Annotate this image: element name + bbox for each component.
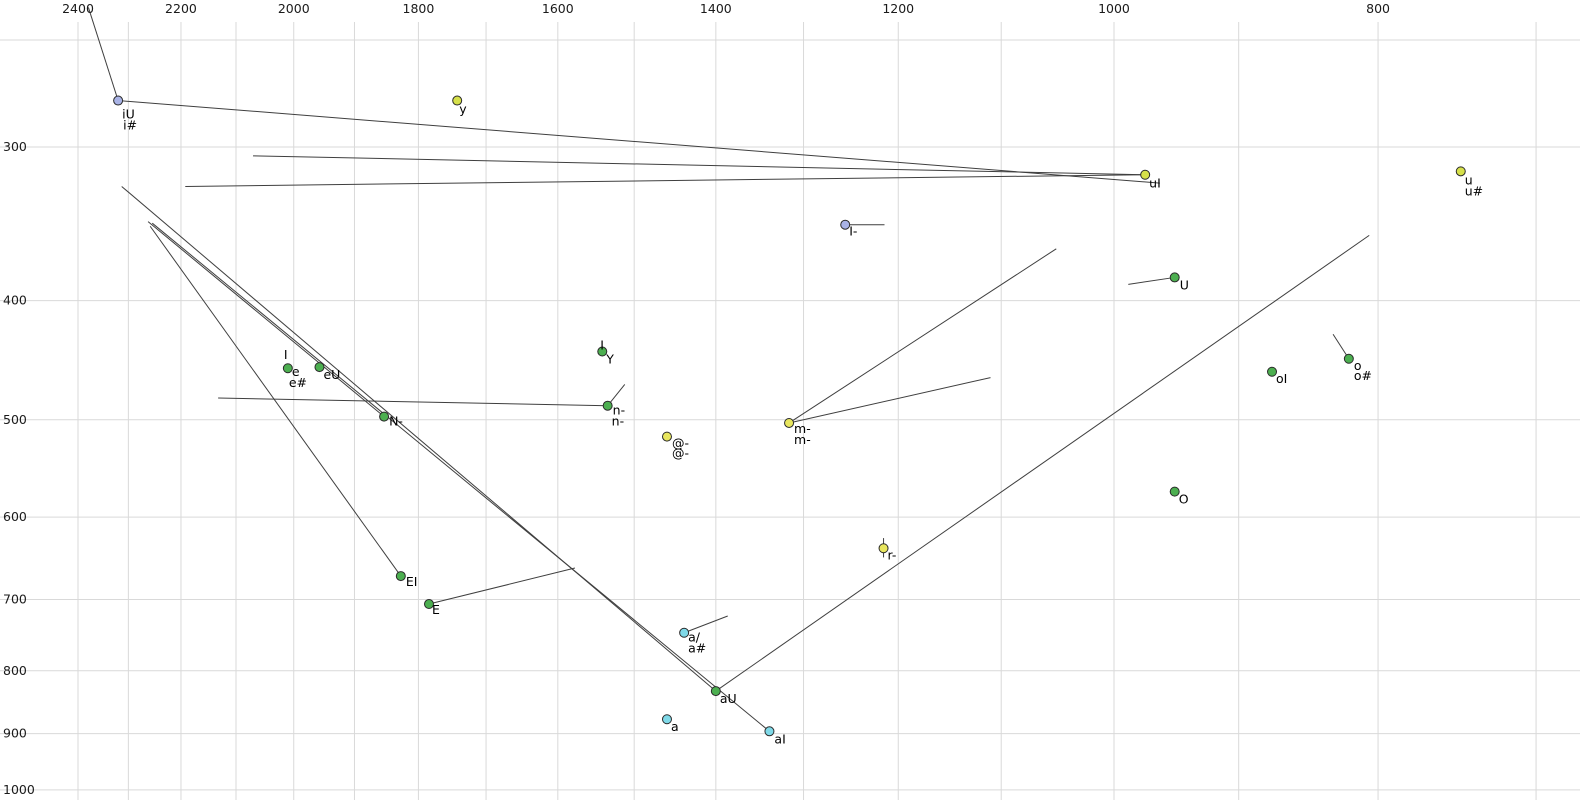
- point-labels: iUi#yuI uu#I-UIee#eUIYn-n-@-@-m-m-N-oIoo#…: [122, 102, 1483, 747]
- y-tick-label: 600: [3, 509, 27, 524]
- point-aU: [710, 686, 721, 697]
- point-eU: [314, 362, 325, 373]
- point-y: [452, 95, 463, 106]
- point-label-N-: N-: [389, 414, 403, 429]
- y-tick-label: 500: [3, 412, 27, 427]
- point-a/: [679, 627, 690, 638]
- x-tick-label: 1800: [403, 1, 435, 16]
- point-u: [1455, 166, 1466, 177]
- x-tick-label: 1200: [882, 1, 914, 16]
- point-label-e: e#: [289, 375, 307, 390]
- trajectory-line: [149, 225, 402, 577]
- point-iU: [113, 95, 124, 106]
- point-r-: [878, 543, 889, 554]
- trajectory-line: [1128, 276, 1175, 285]
- point-o: [1343, 353, 1354, 364]
- point-e: [282, 363, 293, 374]
- point-label-@-: @-: [672, 436, 689, 451]
- y-tick-label: 900: [3, 726, 27, 741]
- point-label-uI: uI: [1149, 176, 1161, 191]
- trajectory-line: [121, 186, 717, 692]
- point-IY: [597, 346, 608, 357]
- trajectory-line: [253, 155, 1146, 176]
- point-aI: [764, 726, 775, 737]
- point-label-I-: I-: [849, 224, 857, 239]
- gridlines: [0, 22, 1580, 800]
- point-label-iU: iU: [122, 107, 135, 122]
- point-label-e: e: [292, 364, 300, 379]
- trajectory-line: [428, 567, 576, 605]
- point-N-: [379, 411, 390, 422]
- trajectory-line: [87, 7, 119, 101]
- trajectory-line: [788, 377, 991, 424]
- point-I-: [840, 219, 851, 230]
- point-n-: [602, 400, 613, 411]
- point-label-@-: @-: [672, 446, 689, 461]
- point-label-iU: i#: [123, 118, 137, 133]
- point-oI: [1267, 366, 1278, 377]
- y-tick-label: 800: [3, 663, 27, 678]
- x-tick-label: 2400: [62, 1, 94, 16]
- trajectory-line: [218, 397, 608, 407]
- x-tick-label: 1600: [542, 1, 574, 16]
- point-label-m-: m-: [794, 421, 811, 436]
- trajectory-line: [151, 222, 770, 732]
- point-label-IY: Y: [605, 352, 614, 367]
- point-label-E: E: [432, 602, 440, 617]
- data-points: [113, 95, 1466, 737]
- y-tick-label: 300: [3, 139, 27, 154]
- trajectory-line: [185, 174, 1146, 187]
- point-label-aI: aI: [774, 731, 785, 746]
- x-tick-label: 1400: [700, 1, 732, 16]
- point-O: [1169, 486, 1180, 497]
- point-label-oI: oI: [1276, 371, 1287, 386]
- point-a: [661, 714, 672, 725]
- point-label-o: o: [1354, 358, 1362, 373]
- y-tick-label: 400: [3, 293, 27, 308]
- x-tick-label: 800: [1366, 1, 1390, 16]
- point-label-y: y: [459, 102, 467, 117]
- point-label-u: u: [1465, 172, 1473, 187]
- point-label-U: U: [1180, 277, 1189, 292]
- point-uI: [1140, 169, 1151, 180]
- point-m-: [784, 417, 795, 428]
- x-tick-label: 2000: [278, 1, 310, 16]
- point-label-a: a: [671, 719, 679, 734]
- axis-tick-labels: 2400 2200 2000 1800 1600 1400 1200 1000 800 300 40…: [3, 1, 1390, 797]
- trajectory-line: [147, 221, 385, 417]
- point-label-u: u#: [1465, 183, 1483, 198]
- point-label-a/: a/: [688, 630, 701, 645]
- point-U: [1169, 272, 1180, 283]
- point-label-o: o#: [1354, 368, 1372, 383]
- x-tick-label: 1000: [1098, 1, 1130, 16]
- trajectory-line: [715, 234, 1370, 692]
- x-tick-label: 2200: [165, 1, 197, 16]
- point-label-EI: EI: [406, 574, 418, 589]
- point-label-IY: I: [600, 338, 604, 353]
- point-E: [423, 599, 434, 610]
- point-label-n-: n-: [612, 414, 624, 429]
- trajectory-line: [683, 615, 728, 634]
- point-label-r-: r-: [888, 547, 897, 562]
- trajectory-lines: [87, 7, 1370, 732]
- point-label-eU: eU: [323, 367, 340, 382]
- point-label-aU: aU: [720, 691, 737, 706]
- trajectory-line: [788, 248, 1057, 424]
- point-label-n-: n-: [613, 403, 625, 418]
- point-label-a/: a#: [688, 641, 706, 656]
- trajectory-line: [118, 100, 1160, 184]
- point-EI: [395, 571, 406, 582]
- point-label-O: O: [1179, 492, 1189, 507]
- point-label-e: I: [284, 347, 288, 362]
- y-tick-label: 1000: [3, 782, 35, 797]
- point-label-m-: m-: [794, 432, 811, 447]
- point-@-: [661, 431, 672, 442]
- y-tick-label: 700: [3, 591, 27, 606]
